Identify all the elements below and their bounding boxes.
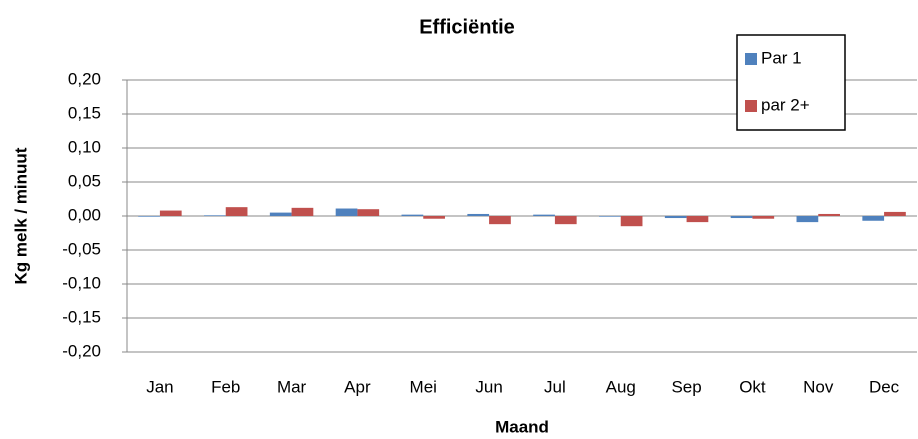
legend-marker [745, 100, 757, 112]
bar [335, 208, 358, 216]
legend-label: par 2+ [761, 95, 810, 114]
y-tick-label: 0,00 [68, 205, 101, 224]
y-tick-label: 0,10 [68, 137, 101, 156]
x-tick-label: Jun [475, 377, 502, 396]
x-tick-label: Nov [803, 377, 834, 396]
x-tick-label: Sep [671, 377, 701, 396]
y-axis-title: Kg melk / minuut [11, 147, 30, 284]
x-axis-title: Maand [495, 417, 549, 436]
legend-marker [745, 53, 757, 65]
x-tick-label: Okt [739, 377, 766, 396]
bar [884, 211, 906, 216]
y-tick-label: -0,05 [62, 239, 101, 258]
bar [401, 214, 424, 216]
bar [664, 216, 687, 219]
bar [357, 209, 380, 216]
bar [730, 216, 753, 219]
bar [467, 213, 490, 216]
bar [686, 216, 709, 223]
x-tick-label: Aug [606, 377, 636, 396]
bar [862, 216, 885, 221]
legend-box [736, 34, 846, 131]
legend-label: Par 1 [761, 48, 802, 67]
bar [752, 216, 775, 219]
bar [818, 213, 840, 216]
bar [620, 216, 643, 227]
bar [159, 210, 182, 216]
bar [489, 216, 511, 225]
x-tick-label: Mar [277, 377, 307, 396]
x-tick-label: Jul [544, 377, 566, 396]
y-tick-label: 0,05 [68, 171, 101, 190]
y-tick-label: -0,20 [62, 341, 101, 360]
bar [554, 216, 577, 225]
y-tick-label: -0,15 [62, 307, 101, 326]
y-tick-label: 0,15 [68, 103, 101, 122]
x-tick-label: Mei [410, 377, 437, 396]
bar [225, 207, 248, 216]
bar [138, 216, 160, 217]
bar [269, 212, 292, 216]
x-tick-label: Feb [211, 377, 240, 396]
bar [423, 216, 445, 219]
bar [599, 216, 621, 217]
x-tick-label: Dec [869, 377, 900, 396]
chart-title: Efficiëntie [419, 16, 515, 38]
bar [796, 216, 819, 223]
x-tick-label: Apr [344, 377, 371, 396]
bar [533, 214, 555, 216]
y-tick-label: -0,10 [62, 273, 101, 292]
x-tick-label: Jan [146, 377, 173, 396]
bar [204, 215, 226, 216]
bar [291, 207, 314, 216]
y-tick-label: 0,20 [68, 69, 101, 88]
